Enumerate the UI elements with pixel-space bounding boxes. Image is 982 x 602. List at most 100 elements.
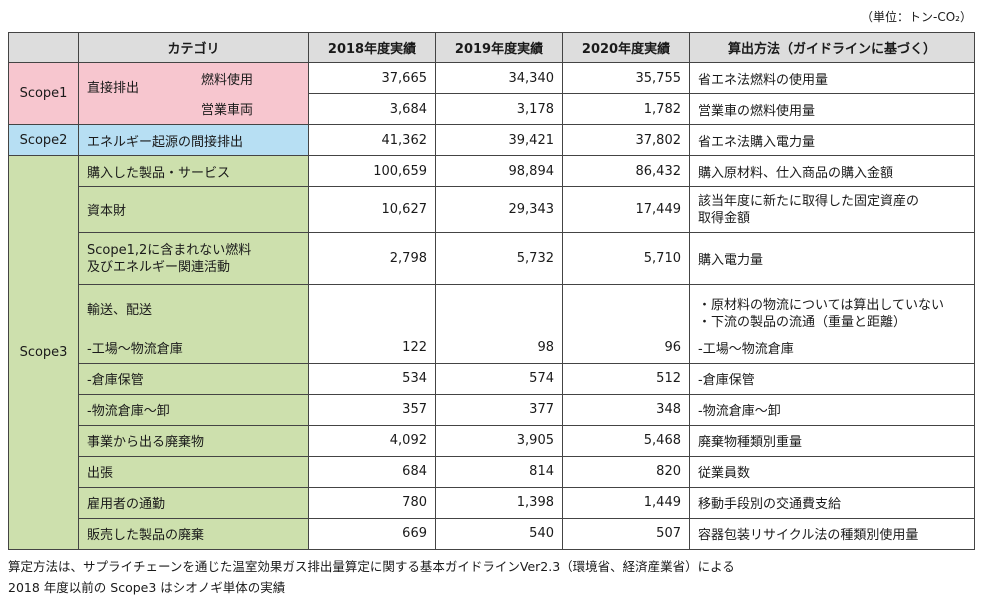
scope3-fuel-category: Scope1,2に含まれない燃料 及びエネルギー関連活動 — [78, 232, 309, 285]
scope3-waste-2019: 3,905 — [435, 424, 563, 457]
scope3-fuel-2020: 5,710 — [562, 232, 690, 285]
transport-factory-2018: 122 — [308, 332, 436, 364]
scope3-purchased-category: 購入した製品・サービス — [78, 155, 309, 187]
transport-storage-2019: 574 — [435, 362, 563, 395]
scope3-transport-method: ・原材料の物流については算出していない ・下流の製品の流通（重量と距離） — [689, 284, 975, 333]
scope2-2018: 41,362 — [308, 124, 436, 156]
table-row: Scope2 エネルギー起源の間接排出 41,362 39,421 37,802… — [8, 124, 975, 156]
transport-row-storage: -倉庫保管 — [78, 362, 309, 395]
scope3-transport-category: 輸送、配送 — [78, 284, 309, 333]
scope1-sub-vehicle: 営業車両 — [200, 103, 253, 119]
scope3-commute-category: 雇用者の通勤 — [78, 486, 309, 519]
transport-factory-method: -工場～物流倉庫 — [689, 332, 975, 364]
scope3-waste-2020: 5,468 — [562, 424, 690, 457]
table-row: Scope3 購入した製品・サービス 100,659 98,894 86,432… — [8, 155, 975, 550]
transport-wholesale-method: -物流倉庫～卸 — [689, 393, 975, 426]
scope3-travel-2019: 814 — [435, 455, 563, 488]
scope3-waste-method: 廃棄物種類別重量 — [689, 424, 975, 457]
footnote-method: 算定方法は、サプライチェーンを通じた温室効果ガス排出量算定に関する基本ガイドライ… — [8, 559, 735, 574]
unit-note: （単位：トン-CO₂） — [861, 10, 972, 24]
scope1-vehicle-2018: 3,684 — [308, 93, 436, 125]
scope1-vehicle-method: 営業車の燃料使用量 — [689, 93, 975, 125]
scope3-fuel-2018: 2,798 — [308, 232, 436, 285]
header-scope — [8, 32, 79, 63]
header-2018: 2018年度実績 — [308, 32, 436, 63]
emissions-table: カテゴリ 2018年度実績 2019年度実績 2020年度実績 算出方法（ガイド… — [8, 32, 975, 550]
scope3-label: Scope3 — [8, 155, 79, 550]
table-row: 営業車両 3,684 3,178 1,782 営業車の燃料使用量 — [9, 93, 975, 125]
table-row: Scope1,2に含まれない燃料 及びエネルギー関連活動 2,798 5,732… — [9, 232, 975, 285]
scope3-fuel-method: 購入電力量 — [689, 232, 975, 285]
table-row: 資本財 10,627 29,343 17,449 該当年度に新たに取得した固定資… — [9, 186, 975, 233]
scope1-sub-fuel: 燃料使用 — [200, 72, 253, 88]
scope2-category: エネルギー起源の間接排出 — [78, 124, 309, 156]
transport-blank-2019 — [435, 284, 563, 333]
scope3-purchased-method: 購入原材料、仕入商品の購入金額 — [689, 155, 975, 187]
scope1-fuel-method: 省エネ法燃料の使用量 — [689, 62, 975, 94]
transport-factory-2020: 96 — [562, 332, 690, 364]
table-row: 事業から出る廃棄物 4,092 3,905 5,468 廃棄物種類別重量 — [9, 424, 975, 457]
table-row: 出張 684 814 820 従業員数 — [9, 455, 975, 488]
scope3-commute-2018: 780 — [308, 486, 436, 519]
scope3-disposal-2018: 669 — [308, 517, 436, 550]
scope1-vehicle-2020: 1,782 — [562, 93, 690, 125]
scope3-capital-2018: 10,627 — [308, 186, 436, 233]
transport-blank-2018 — [308, 284, 436, 333]
scope2-label: Scope2 — [8, 124, 79, 156]
scope2-method: 省エネ法購入電力量 — [689, 124, 975, 156]
scope1-fuel-2019: 34,340 — [435, 62, 563, 94]
scope3-purchased-2020: 86,432 — [562, 155, 690, 187]
scope3-capital-method: 該当年度に新たに取得した固定資産の 取得金額 — [689, 186, 975, 233]
scope3-travel-2018: 684 — [308, 455, 436, 488]
table-row: 雇用者の通勤 780 1,398 1,449 移動手段別の交通費支給 — [9, 486, 975, 519]
fuel-category-line2: 及びエネルギー関連活動 — [87, 259, 231, 275]
table-row: 販売した製品の廃棄 669 540 507 容器包装リサイクル法の種類別使用量 — [9, 517, 975, 550]
transport-wholesale-2018: 357 — [308, 393, 436, 426]
transport-factory-2019: 98 — [435, 332, 563, 364]
transport-row-wholesale: -物流倉庫～卸 — [78, 393, 309, 426]
scope3-fuel-2019: 5,732 — [435, 232, 563, 285]
scope3-travel-method: 従業員数 — [689, 455, 975, 488]
scope1-group: 直接排出 — [87, 80, 140, 96]
scope3-travel-category: 出張 — [78, 455, 309, 488]
header-category: カテゴリ — [78, 32, 309, 63]
scope1-label: Scope1 — [8, 62, 79, 125]
scope2-2019: 39,421 — [435, 124, 563, 156]
transport-storage-method: -倉庫保管 — [689, 362, 975, 395]
scope3-waste-2018: 4,092 — [308, 424, 436, 457]
transport-storage-2018: 534 — [308, 362, 436, 395]
scope3-disposal-method: 容器包装リサイクル法の種類別使用量 — [689, 517, 975, 550]
header-2020: 2020年度実績 — [562, 32, 690, 63]
transport-wholesale-2019: 377 — [435, 393, 563, 426]
scope3-capital-2019: 29,343 — [435, 186, 563, 233]
capital-method-line1: 該当年度に新たに取得した固定資産の — [698, 193, 920, 209]
scope1-fuel-2020: 35,755 — [562, 62, 690, 94]
scope3-travel-2020: 820 — [562, 455, 690, 488]
transport-method-line1: ・原材料の物流については算出していない — [698, 297, 944, 313]
transport-storage-2020: 512 — [562, 362, 690, 395]
scope3-commute-2019: 1,398 — [435, 486, 563, 519]
transport-method-line2: ・下流の製品の流通（重量と距離） — [698, 314, 907, 330]
header-2019: 2019年度実績 — [435, 32, 563, 63]
scope3-purchased-2019: 98,894 — [435, 155, 563, 187]
table-row: 輸送、配送 ・原材料の物流については算出していない ・下流の製品の流通（重量と距… — [9, 284, 975, 333]
scope3-capital-category: 資本財 — [78, 186, 309, 233]
scope2-2020: 37,802 — [562, 124, 690, 156]
header-method: 算出方法（ガイドラインに基づく） — [689, 32, 975, 63]
table-row: Scope1 直接排出 燃料使用 37,665 34,340 35,755 省エネ… — [8, 62, 975, 125]
fuel-category-line1: Scope1,2に含まれない燃料 — [87, 242, 252, 258]
table-row: -工場～物流倉庫 122 98 96 -工場～物流倉庫 — [9, 332, 975, 364]
scope1-category: 直接排出 燃料使用 — [78, 62, 309, 96]
scope3-purchased-2018: 100,659 — [308, 155, 436, 187]
scope3-disposal-2020: 507 — [562, 517, 690, 550]
transport-wholesale-2020: 348 — [562, 393, 690, 426]
capital-method-line2: 取得金額 — [698, 210, 751, 226]
scope3-commute-method: 移動手段別の交通費支給 — [689, 486, 975, 519]
scope3-disposal-category: 販売した製品の廃棄 — [78, 517, 309, 550]
header-row: カテゴリ 2018年度実績 2019年度実績 2020年度実績 算出方法（ガイド… — [8, 32, 975, 63]
scope3-capital-2020: 17,449 — [562, 186, 690, 233]
footnote-scope3: 2018 年度以前の Scope3 はシオノギ単体の実績 — [8, 580, 286, 595]
scope3-disposal-2019: 540 — [435, 517, 563, 550]
table-row: -倉庫保管 534 574 512 -倉庫保管 — [9, 362, 975, 395]
scope1-vehicle-2019: 3,178 — [435, 93, 563, 125]
